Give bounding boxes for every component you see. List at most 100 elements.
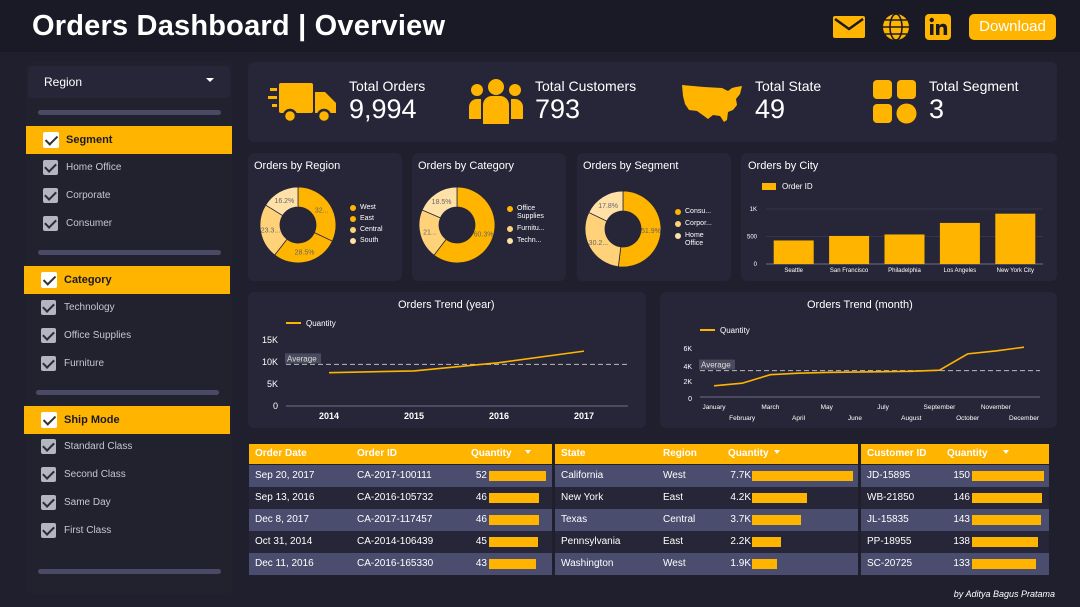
checkbox-icon[interactable] bbox=[43, 215, 58, 231]
table-row[interactable]: Dec 8, 2017 CA-2017-117457 46 bbox=[249, 509, 552, 531]
x-tick-label: San Francisco bbox=[830, 268, 869, 274]
sort-desc-icon[interactable] bbox=[774, 450, 780, 454]
checkbox-icon[interactable] bbox=[41, 272, 57, 288]
sort-desc-icon[interactable] bbox=[525, 450, 531, 454]
x-tick-label: February bbox=[729, 415, 756, 422]
table-row[interactable]: Sep 20, 2017 CA-2017-100111 52 bbox=[249, 465, 552, 487]
segment-filter-header[interactable]: Segment bbox=[26, 126, 232, 154]
table-cell: California bbox=[561, 470, 604, 481]
x-tick-label: New York City bbox=[997, 268, 1034, 274]
checkbox-icon[interactable] bbox=[43, 132, 59, 148]
segment-donut-chart[interactable]: 51.9% 30.2... 17.8% bbox=[583, 189, 663, 269]
quantity-bar bbox=[489, 559, 537, 569]
donut-slice bbox=[588, 190, 624, 222]
table-row[interactable]: SC-20725 133 bbox=[861, 553, 1049, 575]
linkedin-icon[interactable] bbox=[922, 12, 956, 42]
filter-option-label: Second Class bbox=[64, 468, 126, 480]
x-tick-label: June bbox=[848, 415, 862, 422]
table-cell: East bbox=[663, 536, 684, 547]
x-tick-label: December bbox=[1009, 415, 1040, 422]
table-row[interactable]: Texas Central 3.7K bbox=[555, 509, 858, 531]
table-row[interactable]: PP-18955 138 bbox=[861, 531, 1049, 553]
region-dropdown[interactable]: Region bbox=[28, 66, 230, 98]
kpi-value: 3 bbox=[929, 94, 945, 124]
checkbox-icon[interactable] bbox=[41, 438, 56, 454]
column-header[interactable]: Quantity bbox=[947, 448, 988, 459]
slice-label: 21... bbox=[423, 230, 437, 237]
filter-option-home-office[interactable]: Home Office bbox=[26, 153, 121, 181]
quantity-bar bbox=[489, 493, 540, 503]
top-customers-table: Customer ID Quantity JD-15895 150 WB-21850… bbox=[861, 444, 1049, 575]
x-tick-label: August bbox=[901, 415, 921, 422]
checkbox-icon[interactable] bbox=[41, 466, 56, 482]
filter-option-second-class[interactable]: Second Class bbox=[24, 460, 126, 488]
table-row[interactable]: JL-15835 143 bbox=[861, 509, 1049, 531]
filter-option-consumer[interactable]: Consumer bbox=[26, 209, 112, 237]
filter-option-first-class[interactable]: First Class bbox=[24, 516, 111, 544]
filter-option-furniture[interactable]: Furniture bbox=[24, 349, 104, 377]
x-tick-label: January bbox=[702, 404, 726, 411]
legend-swatch bbox=[507, 238, 513, 244]
donut-slice bbox=[584, 211, 622, 268]
legend-swatch bbox=[350, 227, 356, 233]
city-bar-chart[interactable]: Order ID 1K 500 0 Seattle San Francisco Philad… bbox=[741, 153, 1057, 281]
region-donut-chart[interactable]: 32... 28.5% 23.3... 16.2% bbox=[258, 185, 338, 265]
column-header[interactable]: Order Date bbox=[255, 448, 307, 459]
table-cell: Washington bbox=[561, 558, 614, 569]
table-row[interactable]: Washington West 1.9K bbox=[555, 553, 858, 575]
column-header[interactable]: Order ID bbox=[357, 448, 398, 459]
average-label: Average bbox=[701, 361, 731, 370]
filter-option-label: Consumer bbox=[66, 217, 113, 229]
checkbox-icon[interactable] bbox=[41, 494, 56, 510]
download-button[interactable]: Download bbox=[969, 14, 1056, 40]
checkbox-icon[interactable] bbox=[41, 327, 56, 343]
legend-item: East bbox=[350, 215, 374, 222]
y-tick-label: 0 bbox=[688, 396, 692, 403]
table-row[interactable]: Sep 13, 2016 CA-2016-105732 46 bbox=[249, 487, 552, 509]
column-header[interactable]: State bbox=[561, 448, 586, 459]
filter-option-office-supplies[interactable]: Office Supplies bbox=[24, 321, 131, 349]
checkbox-icon[interactable] bbox=[41, 412, 57, 428]
chevron-down-icon bbox=[206, 78, 214, 82]
category-filter-header[interactable]: Category bbox=[24, 266, 230, 294]
table-cell: 1.9K bbox=[730, 558, 751, 569]
mail-icon[interactable] bbox=[832, 12, 866, 42]
table-row[interactable]: California West 7.7K bbox=[555, 465, 858, 487]
table-row[interactable]: Dec 11, 2016 CA-2016-165330 43 bbox=[249, 553, 552, 575]
filter-option-corporate[interactable]: Corporate bbox=[26, 181, 110, 209]
table-row[interactable]: Pennsylvania East 2.2K bbox=[555, 531, 858, 553]
orders-trend-year-line-chart[interactable]: Quantity 15K 10K 5K 0 Average 2014 2015 2016 2017 bbox=[248, 292, 646, 428]
y-tick-label: 500 bbox=[747, 235, 758, 241]
column-header[interactable]: Customer ID bbox=[867, 448, 927, 459]
column-header[interactable]: Quantity bbox=[471, 448, 512, 459]
filter-option-same-day[interactable]: Same Day bbox=[24, 488, 111, 516]
checkbox-icon[interactable] bbox=[43, 187, 58, 203]
table-row[interactable]: Oct 31, 2014 CA-2014-106439 45 bbox=[249, 531, 552, 553]
checkbox-icon[interactable] bbox=[41, 522, 56, 538]
kpi-label: Total Customers bbox=[535, 78, 637, 94]
sort-desc-icon[interactable] bbox=[1003, 450, 1009, 454]
table-row[interactable]: New York East 4.2K bbox=[555, 487, 858, 509]
table-row[interactable]: WB-21850 146 bbox=[861, 487, 1049, 509]
divider bbox=[38, 250, 221, 255]
orders-by-segment-card: Orders by Segment 51.9% 30.2... 17.8% Cons… bbox=[577, 153, 731, 281]
category-donut-chart[interactable]: 60.3% 21... 18.5% bbox=[417, 185, 497, 265]
donut-slice bbox=[265, 186, 299, 217]
filter-option-standard-class[interactable]: Standard Class bbox=[24, 432, 132, 460]
table-row[interactable]: JD-15895 150 bbox=[861, 465, 1049, 487]
filter-option-technology[interactable]: Technology bbox=[24, 293, 115, 321]
donut-slice bbox=[433, 186, 496, 264]
table-cell: 143 bbox=[953, 514, 970, 525]
column-header[interactable]: Quantity bbox=[728, 448, 769, 459]
ship-mode-filter-header[interactable]: Ship Mode bbox=[24, 406, 230, 434]
table-cell: CA-2017-100111 bbox=[357, 470, 432, 481]
table-cell: Pennsylvania bbox=[561, 536, 621, 547]
checkbox-icon[interactable] bbox=[41, 355, 56, 371]
x-tick-label: 2016 bbox=[489, 411, 509, 421]
checkbox-icon[interactable] bbox=[41, 299, 56, 315]
column-header[interactable]: Region bbox=[663, 448, 697, 459]
checkbox-icon[interactable] bbox=[43, 159, 58, 175]
globe-icon[interactable] bbox=[879, 12, 913, 42]
bar bbox=[939, 222, 980, 264]
